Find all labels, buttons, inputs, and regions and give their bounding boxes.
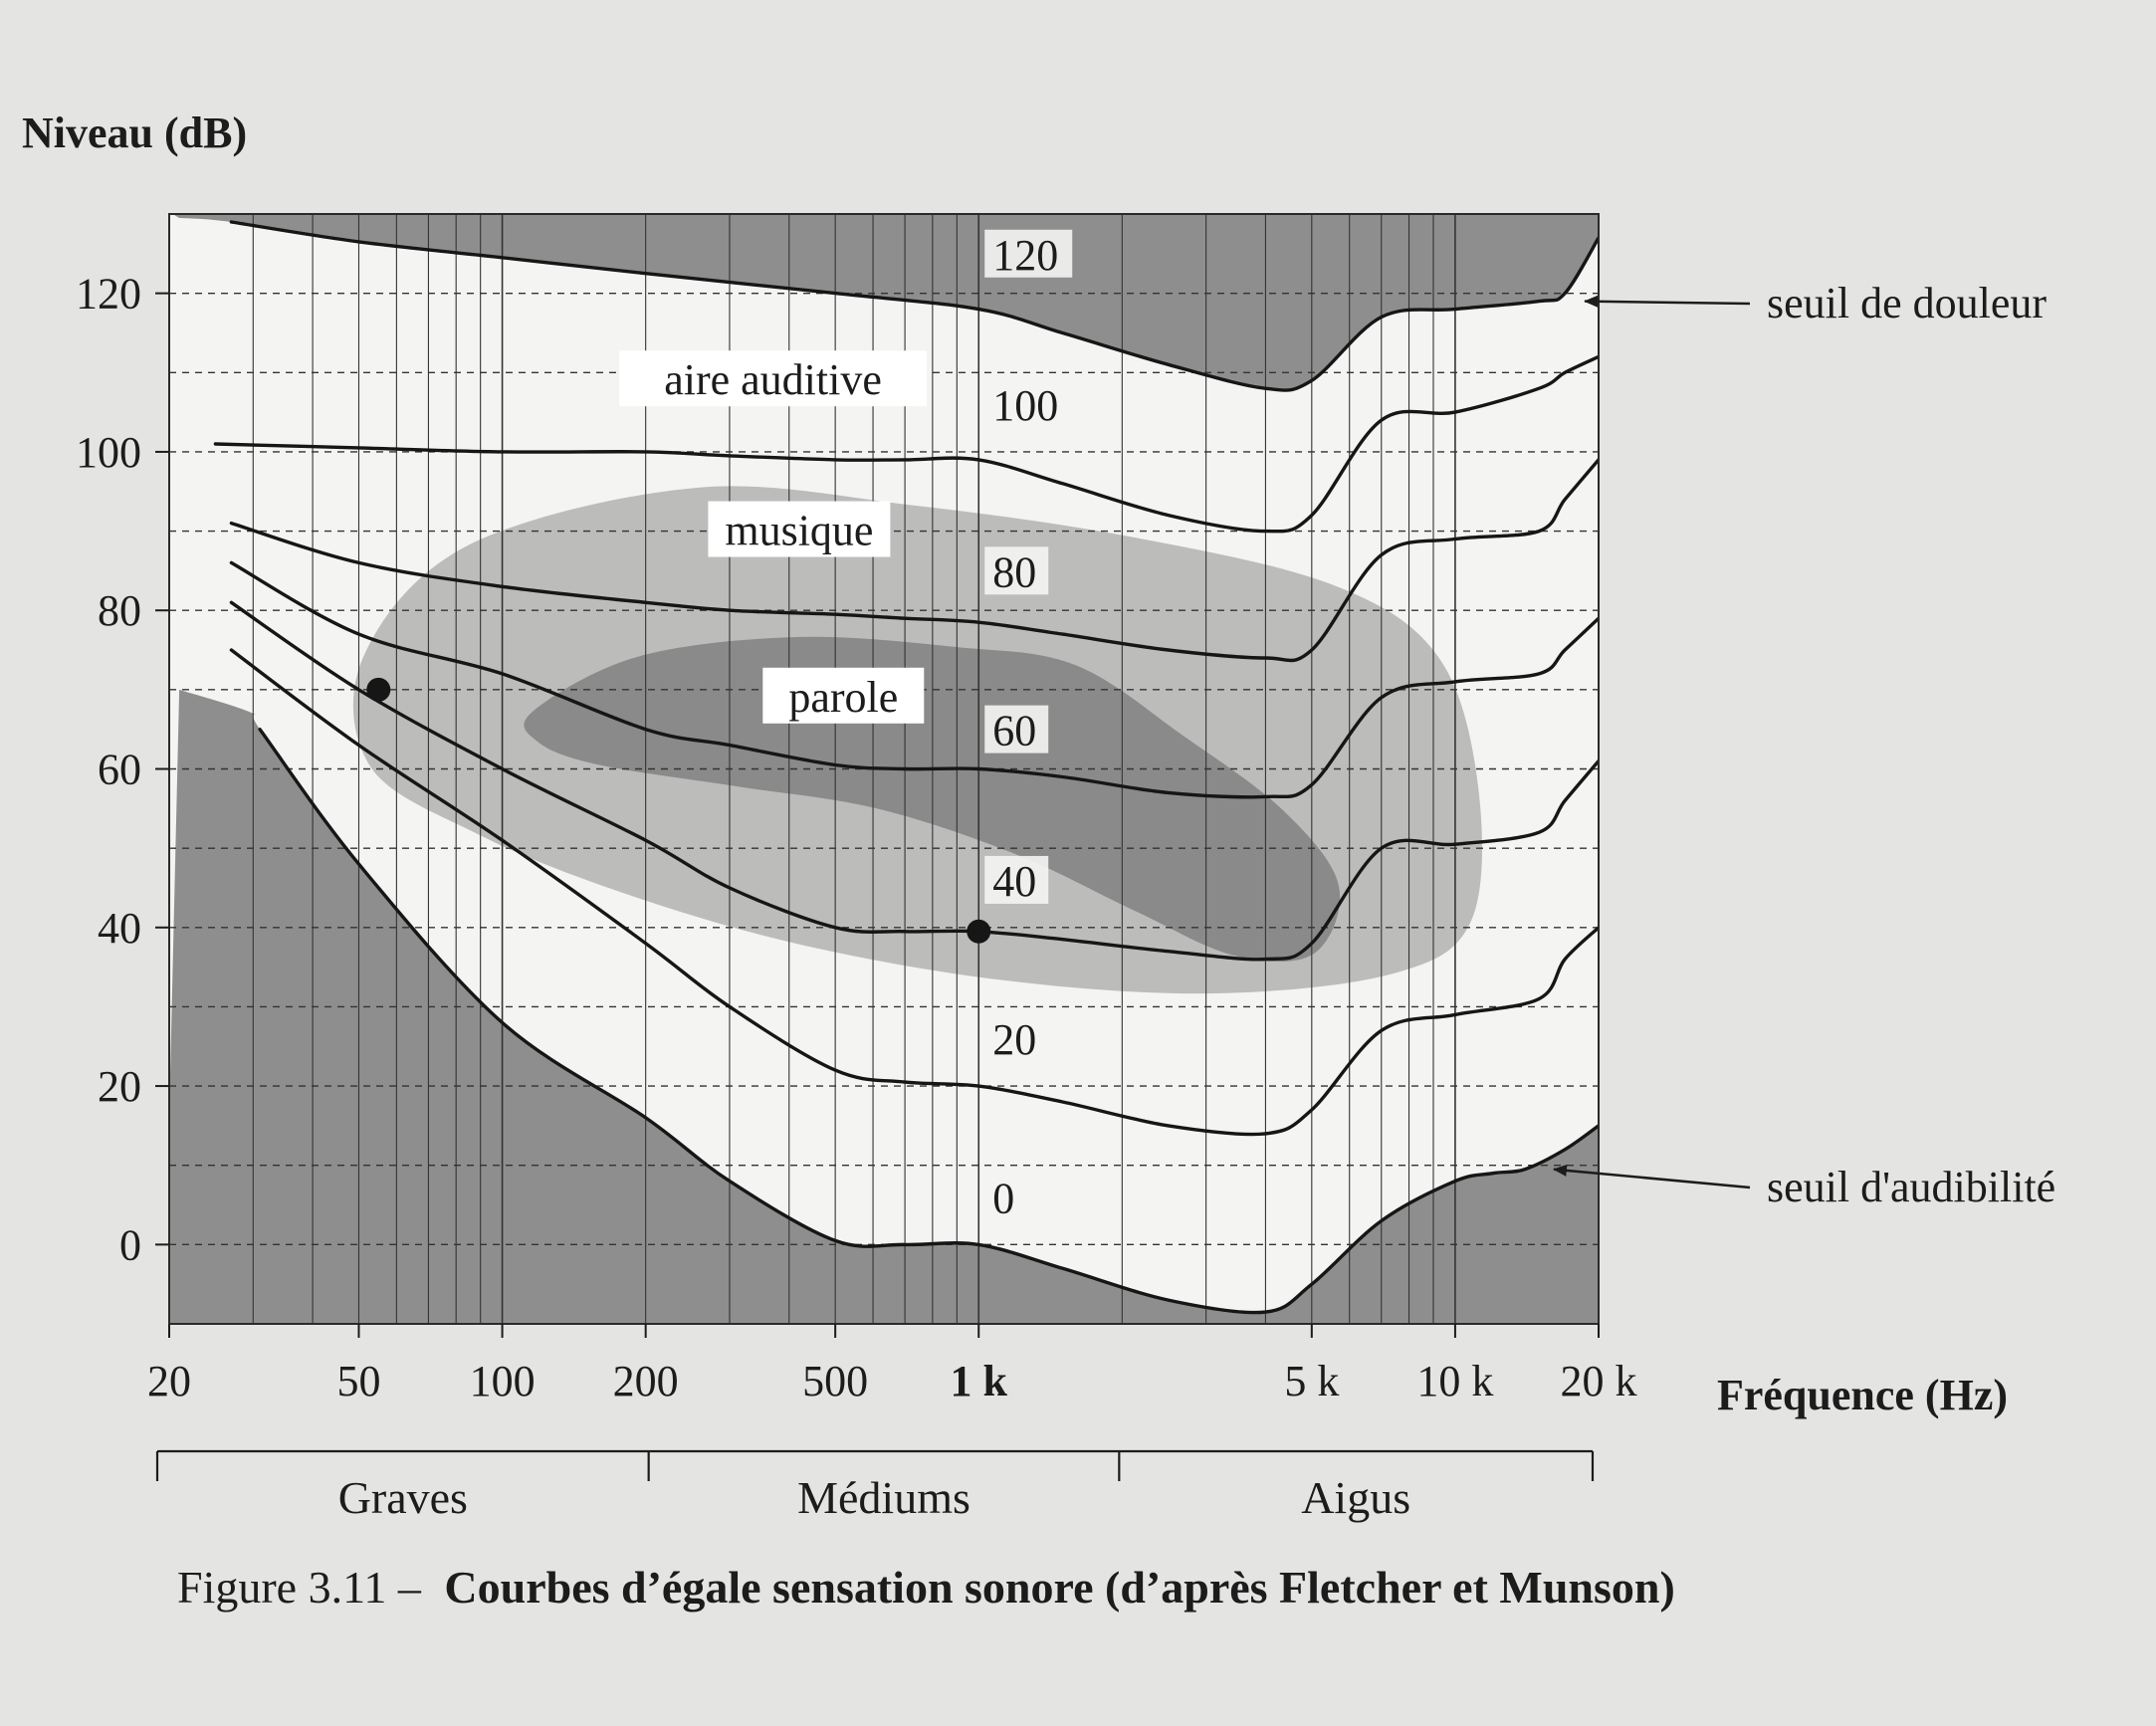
curve-20 bbox=[229, 648, 1599, 1137]
x-tick-label: 50 bbox=[336, 1357, 380, 1405]
caption-prefix: Figure 3.11 – bbox=[177, 1562, 422, 1613]
region-label: parole bbox=[788, 673, 898, 722]
speech-region bbox=[524, 636, 1341, 963]
curve-label-60: 60 bbox=[992, 707, 1036, 755]
x-tick-label: 100 bbox=[470, 1357, 536, 1405]
annotation-label: seuil d'audibilité bbox=[1767, 1163, 2055, 1211]
chart-labels: 0 20 40 60 80 100 120 aire auditive musique parol… bbox=[619, 229, 2055, 1223]
annotation-arrow bbox=[1584, 295, 1751, 308]
band-label-Aigus: Aigus bbox=[1301, 1472, 1410, 1523]
curve-label-bg bbox=[984, 380, 1073, 429]
band-label-Graves: Graves bbox=[338, 1472, 468, 1523]
curve-label-40: 40 bbox=[992, 857, 1036, 906]
curve-60 bbox=[229, 560, 1599, 799]
figure-caption: Figure 3.11 – Courbes d’égale sensation … bbox=[177, 1562, 1675, 1613]
curve-label-bg bbox=[984, 229, 1073, 278]
curve-120 bbox=[229, 220, 1599, 392]
curve-marker bbox=[967, 919, 991, 944]
x-axis-title: Fréquence (Hz) bbox=[1717, 1371, 2008, 1419]
x-tick-label: 10 k bbox=[1416, 1357, 1493, 1405]
x-tick-label: 1 k bbox=[950, 1357, 1007, 1405]
curve-0 bbox=[258, 728, 1599, 1315]
region-label-bg bbox=[762, 667, 925, 724]
curve-label-80: 80 bbox=[992, 547, 1036, 596]
curve-label-bg bbox=[984, 1014, 1049, 1063]
curve-label-bg bbox=[984, 705, 1049, 754]
y-tick-label: 40 bbox=[98, 904, 141, 953]
annotation-label: seuil de douleur bbox=[1767, 279, 2047, 327]
y-tick-label: 0 bbox=[119, 1220, 141, 1269]
below-audibility-region bbox=[169, 689, 1599, 1324]
region-label: musique bbox=[725, 507, 873, 555]
band-label-Médiums: Médiums bbox=[797, 1472, 970, 1523]
y-tick-label: 80 bbox=[98, 586, 141, 635]
x-tick-label: 200 bbox=[613, 1357, 679, 1405]
caption-title: Courbes d’égale sensation sonore (d’aprè… bbox=[444, 1562, 1674, 1613]
above-pain-region bbox=[172, 214, 1599, 391]
equal-loudness-curves bbox=[213, 220, 1599, 1315]
y-tick-label: 20 bbox=[98, 1062, 141, 1111]
y-tick-label: 100 bbox=[76, 428, 141, 477]
curve-100 bbox=[213, 354, 1599, 534]
curve-80 bbox=[229, 458, 1599, 663]
curve-label-bg bbox=[984, 855, 1049, 904]
y-tick-label: 120 bbox=[76, 270, 141, 319]
curve-label-100: 100 bbox=[992, 381, 1058, 430]
annotation-arrow bbox=[1553, 1164, 1751, 1189]
curve-40 bbox=[229, 600, 1599, 962]
curve-label-20: 20 bbox=[992, 1015, 1036, 1064]
shaded-regions bbox=[169, 214, 1599, 1324]
curve-label-0: 0 bbox=[992, 1175, 1014, 1223]
region-label-bg bbox=[619, 350, 928, 407]
curve-label-bg bbox=[984, 546, 1049, 595]
curve-label-bg bbox=[984, 1173, 1025, 1221]
x-tick-label: 5 k bbox=[1284, 1357, 1339, 1405]
curve-marker bbox=[366, 677, 391, 702]
y-axis-title: Niveau (dB) bbox=[22, 108, 247, 157]
x-tick-label: 20 bbox=[147, 1357, 191, 1405]
x-tick-label: 20 k bbox=[1561, 1357, 1637, 1405]
region-label-bg bbox=[708, 501, 891, 557]
x-tick-label: 500 bbox=[802, 1357, 868, 1405]
frequency-bands: Graves Médiums Aigus bbox=[155, 1449, 1595, 1523]
curve-label-120: 120 bbox=[992, 231, 1058, 280]
y-tick-label: 60 bbox=[98, 746, 141, 794]
region-label: aire auditive bbox=[664, 355, 882, 404]
